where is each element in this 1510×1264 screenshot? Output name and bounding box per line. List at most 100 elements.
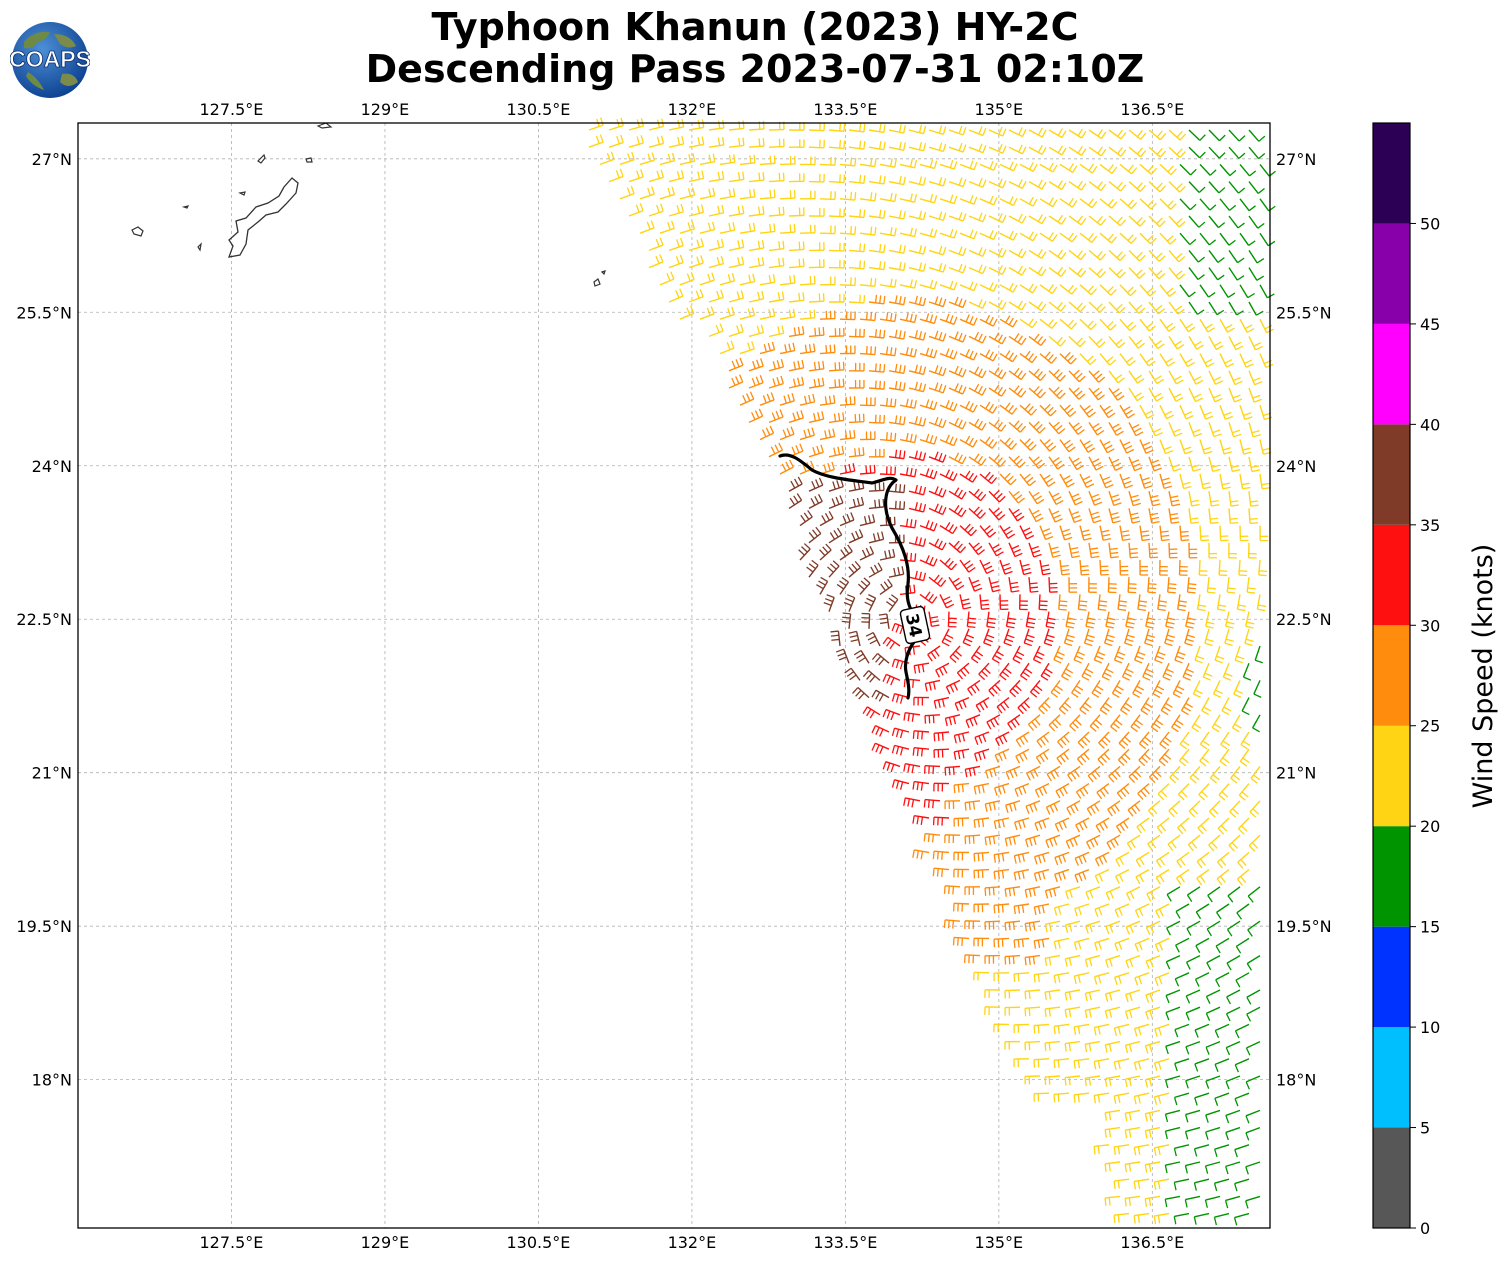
wind-barb — [808, 360, 825, 372]
colorbar-bin — [1373, 223, 1410, 324]
wind-barb — [1188, 370, 1204, 385]
lon-tick-label-bottom: 127.5°E — [200, 1233, 264, 1252]
wind-barb — [788, 292, 805, 303]
wind-barb — [943, 885, 961, 895]
wind-barb — [1053, 1023, 1070, 1035]
wind-barb — [1159, 525, 1170, 542]
wind-barb — [882, 636, 901, 650]
wind-barb — [979, 230, 998, 241]
wind-barb — [1004, 920, 1021, 931]
wind-barb — [985, 765, 1001, 779]
wind-barb — [1248, 146, 1266, 160]
wind-barb — [908, 381, 927, 393]
wind-barb — [1019, 196, 1038, 207]
wind-barb — [928, 125, 947, 135]
wind-barb — [888, 175, 906, 186]
wind-barb — [859, 431, 876, 441]
wind-barb — [944, 765, 961, 776]
lat-tick-label-left: 18°N — [32, 1071, 72, 1090]
wind-barb — [1216, 903, 1230, 920]
wind-barb — [1114, 903, 1130, 918]
wind-barb — [1179, 353, 1195, 368]
wind-barb — [759, 341, 776, 355]
wind-barb — [973, 851, 990, 862]
wind-barb — [1077, 731, 1091, 749]
wind-barb — [859, 311, 877, 322]
wind-barb — [1197, 817, 1210, 835]
wind-barb — [913, 696, 930, 706]
wind-barb — [1138, 731, 1152, 750]
wind-barb — [1139, 318, 1156, 332]
wind-barb — [1194, 972, 1210, 987]
wind-barb — [986, 611, 997, 629]
wind-barb — [843, 594, 856, 612]
wind-barb — [768, 172, 785, 183]
wind-barb — [1053, 645, 1065, 664]
wind-barb — [1119, 163, 1138, 175]
wind-barb — [1188, 267, 1205, 281]
wind-barb — [719, 272, 736, 286]
wind-barb — [1165, 954, 1181, 970]
wind-barb — [788, 326, 805, 338]
wind-barb — [948, 505, 967, 518]
wind-barb — [1248, 181, 1265, 194]
wind-barb — [953, 748, 970, 760]
wind-barb — [879, 192, 897, 203]
wind-barb — [959, 281, 978, 292]
wind-barb — [688, 255, 704, 269]
wind-barb — [699, 272, 715, 286]
wind-barb — [1135, 868, 1150, 885]
wind-barb — [1173, 1092, 1190, 1106]
wind-barb — [1164, 1075, 1181, 1089]
wind-barb — [819, 461, 835, 475]
wind-barb — [879, 516, 896, 527]
wind-barb — [1164, 628, 1176, 647]
wind-barb — [868, 498, 885, 510]
wind-barb — [1222, 662, 1233, 681]
wind-barb — [1097, 594, 1108, 611]
wind-barb — [628, 169, 644, 183]
island-small-1 — [197, 242, 202, 252]
colorbar-bin — [1373, 1027, 1410, 1128]
wind-barb — [959, 194, 978, 205]
wind-barb — [1165, 989, 1181, 1004]
wind-barb — [1054, 868, 1070, 883]
wind-barb — [908, 536, 927, 548]
wind-barb — [979, 471, 998, 485]
wind-barb — [808, 326, 825, 338]
wind-barb — [959, 229, 978, 240]
wind-barb — [708, 255, 725, 269]
wind-barb — [759, 274, 776, 286]
wind-barb — [1186, 577, 1197, 594]
wind-barb — [1068, 301, 1087, 313]
wind-barb — [1249, 800, 1261, 818]
wind-barb — [1008, 508, 1025, 522]
wind-barb — [848, 140, 866, 150]
wind-barb — [1235, 937, 1250, 954]
wind-barb — [1084, 989, 1101, 1002]
wind-barb — [808, 526, 822, 544]
wind-barb — [1048, 490, 1064, 505]
wind-barb — [1125, 920, 1141, 935]
wind-barb — [1059, 559, 1070, 576]
wind-barb — [1005, 765, 1021, 780]
lat-tick-label-right: 18°N — [1276, 1071, 1316, 1090]
wind-barb — [1028, 214, 1047, 225]
wind-barb — [1124, 1040, 1141, 1054]
wind-barb — [1204, 628, 1214, 647]
wind-barb — [1124, 1109, 1141, 1122]
colorbar-tick-label: 5 — [1420, 1119, 1430, 1138]
wind-barb — [868, 209, 886, 219]
wind-barb — [988, 384, 1007, 397]
colorbar-bin — [1373, 1127, 1410, 1228]
wind-barb — [844, 667, 861, 681]
wind-barb — [1205, 1126, 1221, 1140]
axis-ticks: 127.5°E 127.5°E 129°E 129°E 130.5°E 130.5°E 13… — [16, 100, 1331, 1252]
lat-tick-label-left: 19.5°N — [16, 917, 72, 936]
wind-barb — [808, 411, 825, 424]
wind-barb — [1148, 129, 1167, 141]
wind-barb — [1104, 989, 1121, 1002]
wind-barb — [999, 161, 1018, 172]
wind-barb — [1136, 817, 1150, 834]
wind-barb — [659, 186, 676, 200]
